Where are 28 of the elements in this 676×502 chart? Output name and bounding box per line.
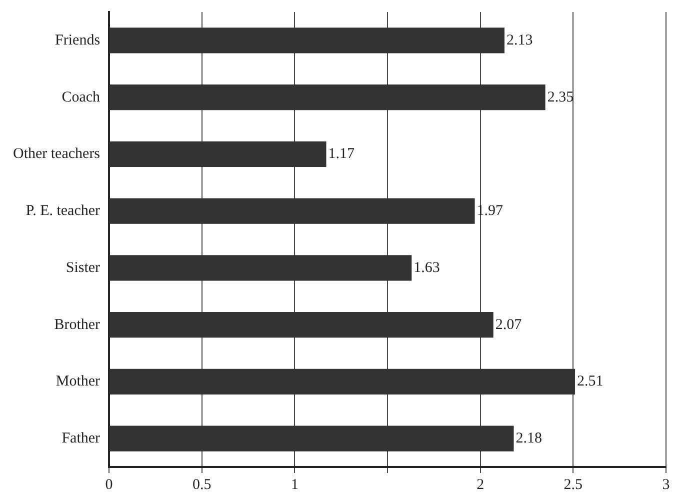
y-tick-label: Father	[62, 430, 100, 446]
y-tick-label: Coach	[62, 89, 101, 106]
y-tick-label: Sister	[66, 260, 100, 276]
bar	[110, 312, 494, 338]
x-tick-label: 2.5	[564, 476, 583, 493]
x-tick-label: 1	[290, 476, 298, 493]
data-label: 1.63	[414, 260, 440, 276]
bar	[110, 255, 412, 281]
bar	[110, 426, 514, 452]
data-label: 1.17	[328, 146, 355, 162]
bar	[110, 84, 546, 110]
x-tick-label: 0	[105, 476, 113, 493]
y-tick-label: Friends	[55, 32, 100, 48]
data-label: 2.07	[495, 316, 522, 333]
data-label: 2.13	[506, 32, 533, 48]
y-tick-label: Other teachers	[12, 146, 100, 162]
x-tick-label: 2	[476, 476, 484, 493]
y-tick-label: P. E. teacher	[26, 203, 100, 219]
x-tick-label: 0.5	[192, 476, 212, 493]
bar	[110, 198, 475, 224]
x-tick-label: 3	[662, 476, 670, 493]
data-label: 2.51	[577, 374, 604, 390]
y-tick-label: Brother	[54, 316, 100, 333]
data-label: 2.18	[516, 430, 542, 446]
bar	[110, 368, 576, 394]
bar	[110, 28, 504, 54]
bar	[110, 141, 326, 167]
y-tick-label: Mother	[56, 374, 100, 390]
